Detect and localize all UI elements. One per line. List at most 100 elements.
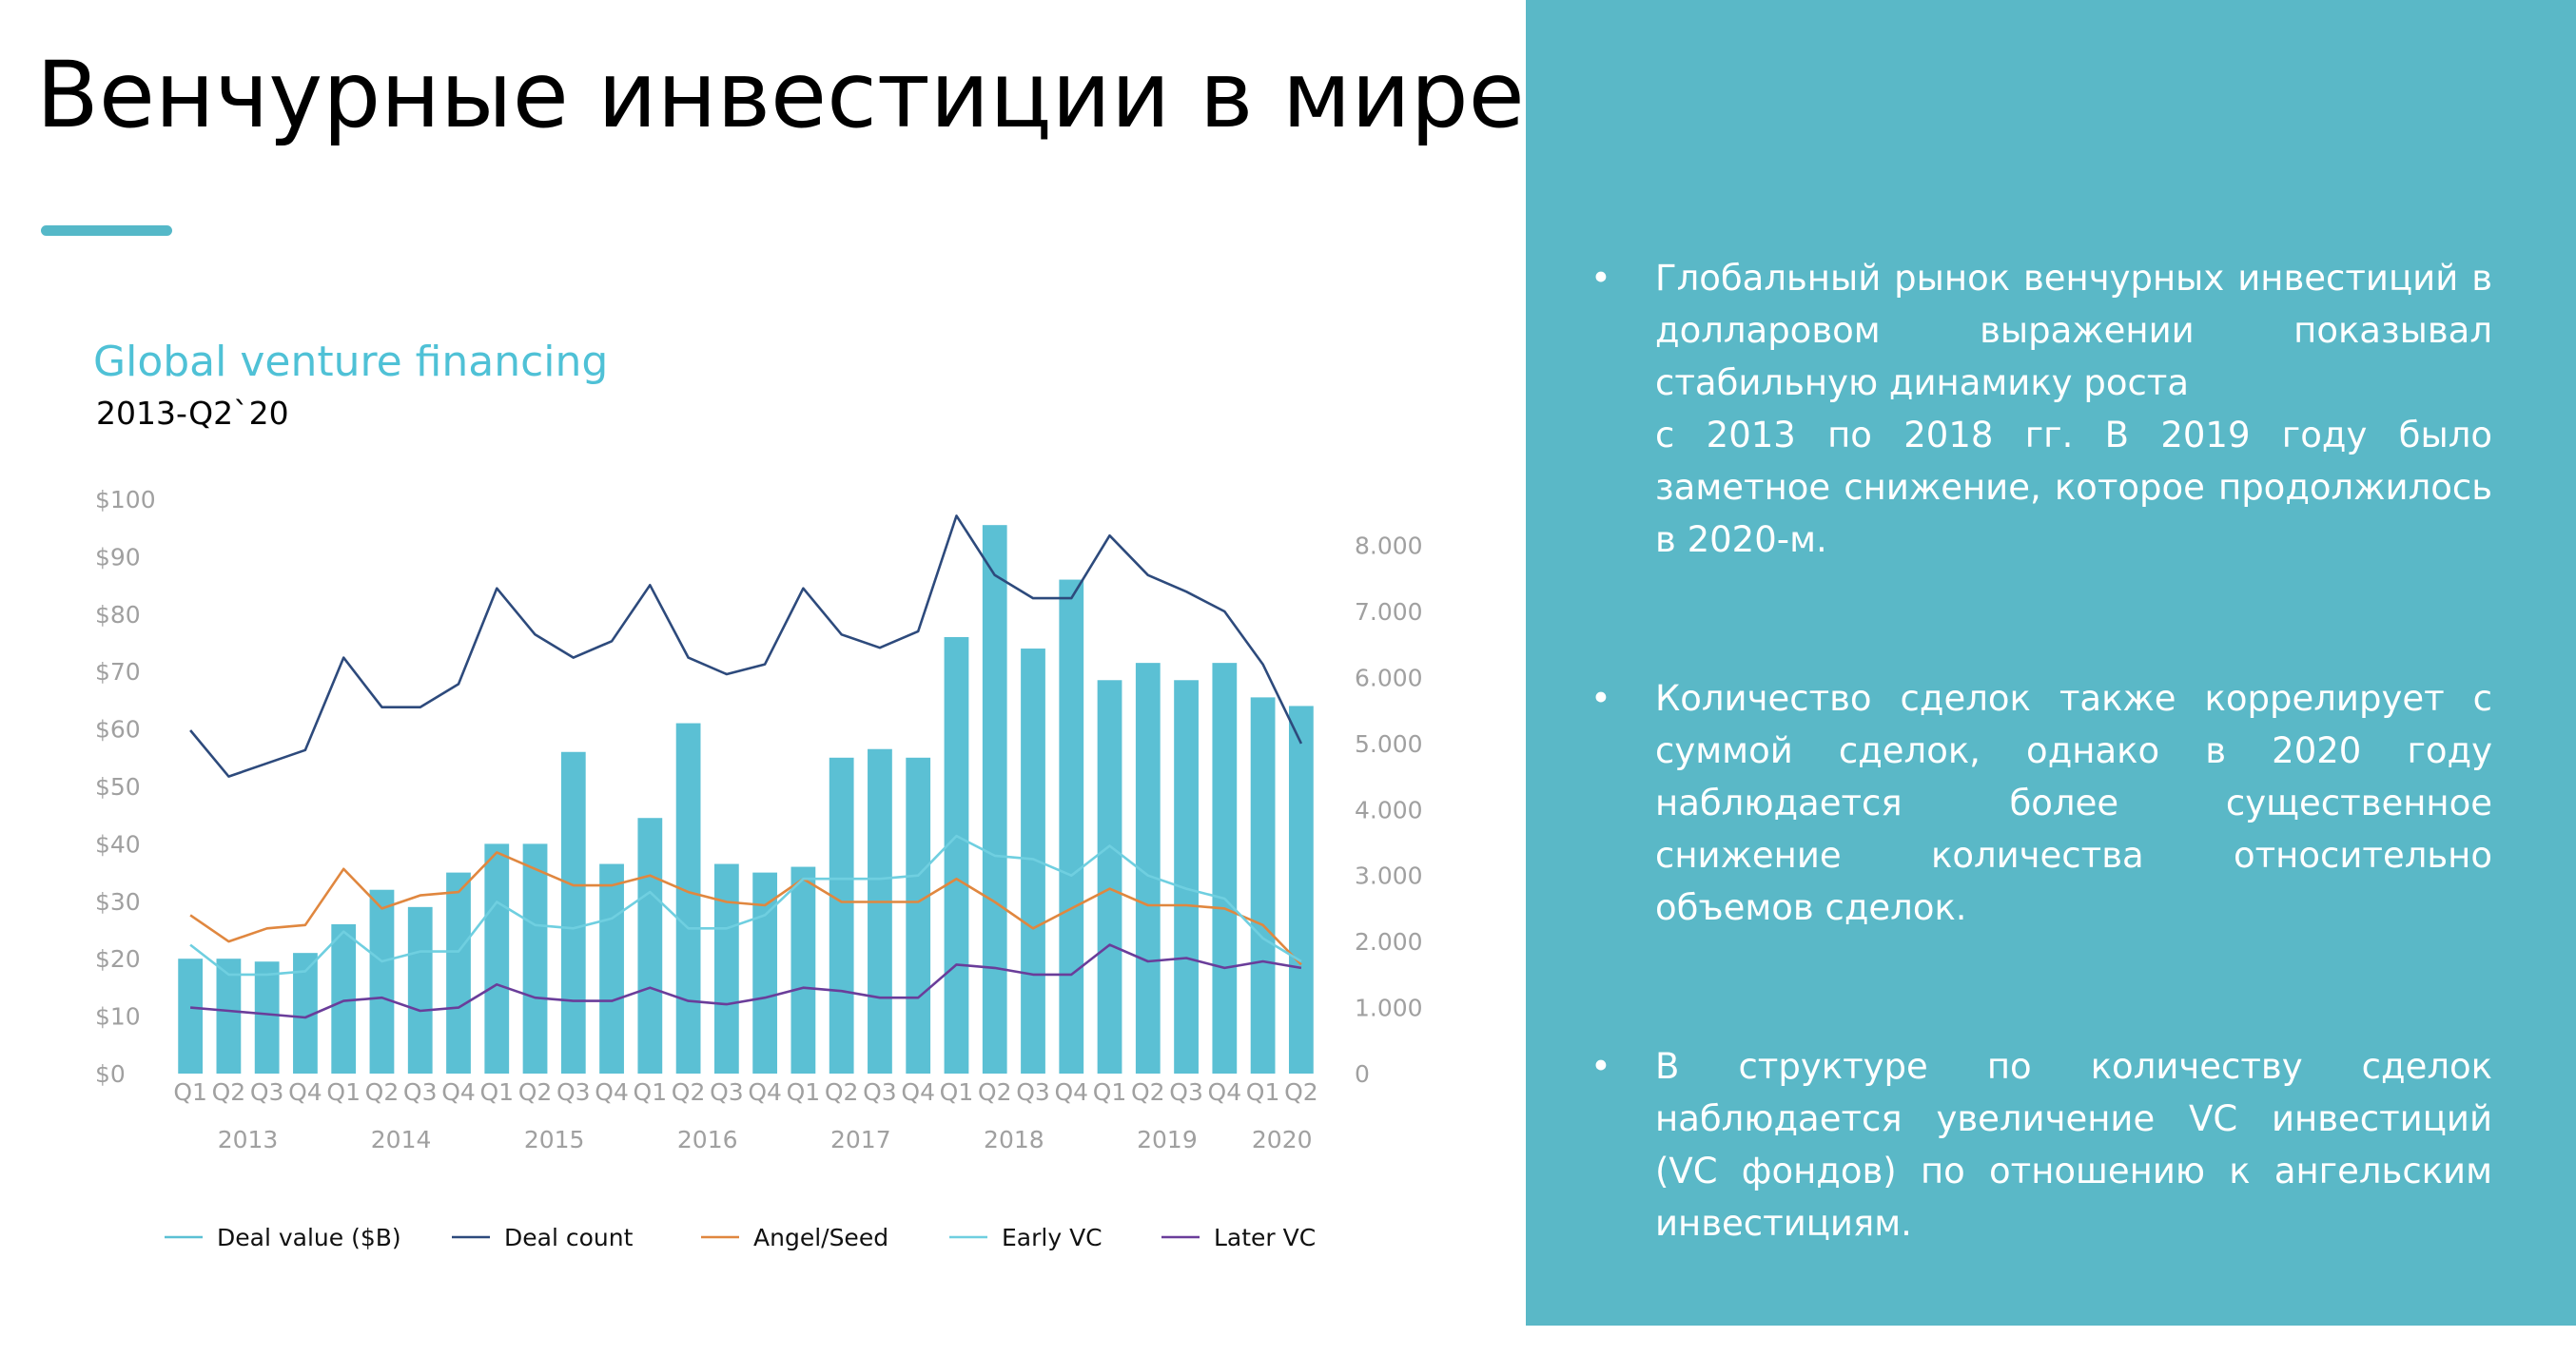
bullet-text: В структуре по количеству сделок наблюда… — [1655, 1046, 2492, 1244]
left-axis-tick-label: $90 — [95, 543, 141, 571]
deal-value-bar — [1212, 663, 1238, 1074]
left-axis-tick-label: $80 — [95, 601, 141, 629]
angel-seed-line — [189, 851, 1302, 966]
chart-legend: Deal value ($B) Deal count Angel/Seed Early… — [165, 1224, 1316, 1251]
deal-value-bar — [254, 961, 280, 1074]
quarter-label: Q4 — [1054, 1078, 1088, 1106]
quarter-labels: Q1 Q2 Q3 Q4 Q1 Q2 Q3 Q4 Q1 Q2 Q3 Q4 Q1 Q2 Q3 Q4 Q1 Q2 Q3 Q4… — [173, 1078, 1317, 1106]
quarter-label: Q2 — [212, 1078, 246, 1106]
right-axis-tick-label: 5.000 — [1355, 730, 1423, 758]
quarter-label: Q4 — [595, 1078, 629, 1106]
quarter-label: Q3 — [403, 1078, 438, 1106]
deal-value-bar — [713, 863, 739, 1074]
right-axis-tick-label: 6.000 — [1355, 664, 1423, 691]
right-axis-tick-label: 7.000 — [1355, 598, 1423, 626]
legend-label: Later VC — [1214, 1224, 1316, 1251]
deal-value-bar — [1174, 680, 1199, 1074]
quarter-label: Q1 — [787, 1078, 821, 1106]
deal-value-bar — [868, 748, 892, 1074]
quarter-label: Q3 — [250, 1078, 284, 1106]
legend-label: Deal count — [504, 1224, 634, 1251]
year-label: 2014 — [371, 1126, 432, 1153]
left-axis-tick-label: $0 — [95, 1060, 126, 1088]
quarter-label: Q4 — [441, 1078, 476, 1106]
left-axis-ticks: $0 $10 $20 $30 $40 $50 $60 $70 $80 $90 $100 — [95, 486, 156, 1088]
quarter-label: Q1 — [1093, 1078, 1127, 1106]
deal-value-bar — [944, 636, 969, 1074]
deal-value-bar — [1021, 649, 1045, 1074]
venture-financing-chart: Global venture financing 2013-Q2`20 $0 $1… — [93, 338, 1423, 1251]
deal-value-bar — [599, 863, 624, 1074]
deal-value-bar — [982, 525, 1007, 1074]
left-axis-tick-label: $50 — [95, 773, 141, 801]
right-axis-tick-label: 4.000 — [1355, 796, 1423, 823]
bullet-marker: • — [1590, 678, 1611, 719]
series-lines — [189, 514, 1303, 1019]
deal-value-bar — [906, 757, 931, 1074]
year-label: 2016 — [677, 1126, 738, 1153]
chart-subtitle: 2013-Q2`20 — [96, 395, 289, 432]
quarter-label: Q2 — [978, 1078, 1012, 1106]
deal-value-bar — [1250, 697, 1276, 1074]
quarter-label: Q1 — [940, 1078, 974, 1106]
year-label: 2013 — [218, 1126, 279, 1153]
deal-value-bar — [675, 723, 701, 1074]
deal-value-bar — [829, 757, 854, 1074]
summary-bullets: • Глобальный рынок венчурных инвестиций … — [1585, 252, 2576, 1356]
left-axis-tick-label: $100 — [95, 486, 156, 513]
year-label: 2017 — [830, 1126, 891, 1153]
slide-title: Венчурные инвестиции в мире — [36, 42, 1525, 148]
deal-value-bar — [407, 906, 433, 1074]
right-axis-tick-label: 3.000 — [1355, 862, 1423, 890]
quarter-label: Q1 — [634, 1078, 668, 1106]
right-axis-tick-label: 0 — [1355, 1060, 1370, 1088]
quarter-label: Q2 — [1284, 1078, 1318, 1106]
summary-panel: • Глобальный рынок венчурных инвестиций … — [1526, 0, 2576, 1326]
bullet-item-2: • Количество сделок также коррелирует с … — [1585, 672, 2492, 934]
year-label: 2018 — [984, 1126, 1044, 1153]
quarter-label: Q4 — [1208, 1078, 1242, 1106]
year-label: 2020 — [1252, 1126, 1313, 1153]
quarter-label: Q3 — [1016, 1078, 1050, 1106]
deal-value-bar — [331, 923, 357, 1074]
deal-value-bar — [1097, 680, 1122, 1074]
bullet-text: Глобальный рынок венчурных инвестиций в … — [1655, 258, 2492, 560]
early-vc-line — [189, 834, 1302, 977]
right-axis-tick-label: 2.000 — [1355, 928, 1423, 956]
bullet-item-1: • Глобальный рынок венчурных инвестиций … — [1585, 252, 2492, 566]
deal-value-bar — [522, 843, 548, 1074]
deal-value-bar — [484, 843, 510, 1074]
quarter-label: Q2 — [365, 1078, 400, 1106]
deal-value-bar — [178, 959, 204, 1074]
quarter-label: Q4 — [288, 1078, 322, 1106]
left-axis-tick-label: $40 — [95, 830, 141, 858]
deal-value-bar — [369, 889, 395, 1074]
quarter-label: Q1 — [173, 1078, 207, 1106]
left-axis-tick-label: $60 — [95, 716, 141, 744]
deal-value-bar — [560, 751, 586, 1074]
deal-value-bar — [446, 872, 471, 1074]
deal-value-bar — [216, 959, 242, 1074]
year-label: 2015 — [524, 1126, 585, 1153]
bullet-item-3: • В структуре по количеству сделок наблю… — [1585, 1040, 2492, 1249]
quarter-label: Q1 — [1246, 1078, 1280, 1106]
right-axis-tick-label: 8.000 — [1355, 533, 1423, 560]
deal-value-bar — [637, 818, 663, 1074]
bullet-text: Количество сделок также коррелирует с су… — [1655, 678, 2492, 928]
right-axis-tick-label: 1.000 — [1355, 995, 1423, 1022]
left-axis-tick-label: $70 — [95, 658, 141, 686]
deal-value-bars — [178, 525, 1314, 1074]
quarter-label: Q2 — [1131, 1078, 1165, 1106]
quarter-label: Q3 — [863, 1078, 897, 1106]
later-vc-line — [189, 943, 1302, 1019]
right-axis-ticks: 0 1.000 2.000 3.000 4.000 5.000 6.000 7.000 8.00… — [1355, 533, 1423, 1088]
quarter-label: Q3 — [710, 1078, 744, 1106]
bullet-marker: • — [1590, 258, 1611, 299]
chart-title: Global venture financing — [93, 338, 608, 386]
legend-label: Angel/Seed — [753, 1224, 888, 1251]
year-labels: 2013 2014 2015 2016 2017 2018 2019 2020 — [218, 1126, 1313, 1153]
title-accent-bar — [41, 225, 172, 236]
deal-value-bar — [790, 866, 816, 1074]
quarter-label: Q4 — [901, 1078, 935, 1106]
quarter-label: Q2 — [825, 1078, 859, 1106]
